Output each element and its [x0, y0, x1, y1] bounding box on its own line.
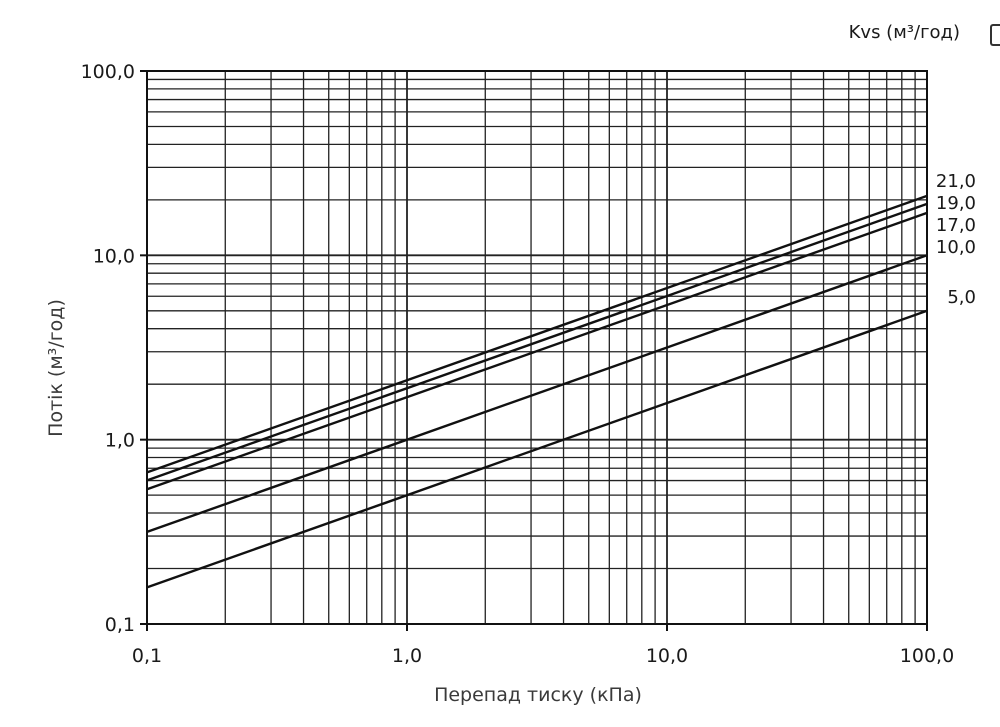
x-tick-label: 100,0 — [900, 645, 954, 667]
y-tick-label: 0,1 — [105, 614, 135, 636]
series-label-kvs-21: 21,0 — [936, 171, 976, 192]
x-tick-label: 0,1 — [132, 645, 162, 667]
x-tick-label: 10,0 — [646, 645, 688, 667]
legend-title: Kvs (м³/год) — [849, 22, 960, 43]
series-label-kvs-19: 19,0 — [936, 193, 976, 214]
y-axis-title: Потік (м³/год) — [45, 299, 67, 437]
series-line-kvs-21 — [146, 194, 928, 474]
series-lines — [146, 194, 928, 589]
x-axis-title: Перепад тиску (кПа) — [434, 684, 642, 706]
series-label-kvs-17: 17,0 — [936, 215, 976, 236]
series-label-kvs-10: 10,0 — [936, 237, 976, 258]
series-line-kvs-17 — [146, 211, 928, 491]
tick-labels: 0,1 1,0 10,0 100,0 0,1 1,0 10,0 100,0 — [81, 61, 955, 667]
page-edge-mark — [990, 24, 1000, 46]
y-tick-label: 10,0 — [93, 245, 135, 267]
x-tick-label: 1,0 — [392, 645, 422, 667]
series-line-kvs-19 — [146, 202, 928, 482]
series-label-kvs-5: 5,0 — [947, 287, 976, 308]
y-tick-label: 1,0 — [105, 430, 135, 452]
y-tick-label: 100,0 — [81, 61, 135, 83]
plot-frame — [146, 70, 928, 625]
series-line-kvs-5 — [146, 309, 928, 589]
series-line-kvs-10 — [146, 254, 928, 534]
grid — [147, 71, 927, 624]
series-labels: 21,019,017,010,0 5,0 — [936, 171, 976, 308]
